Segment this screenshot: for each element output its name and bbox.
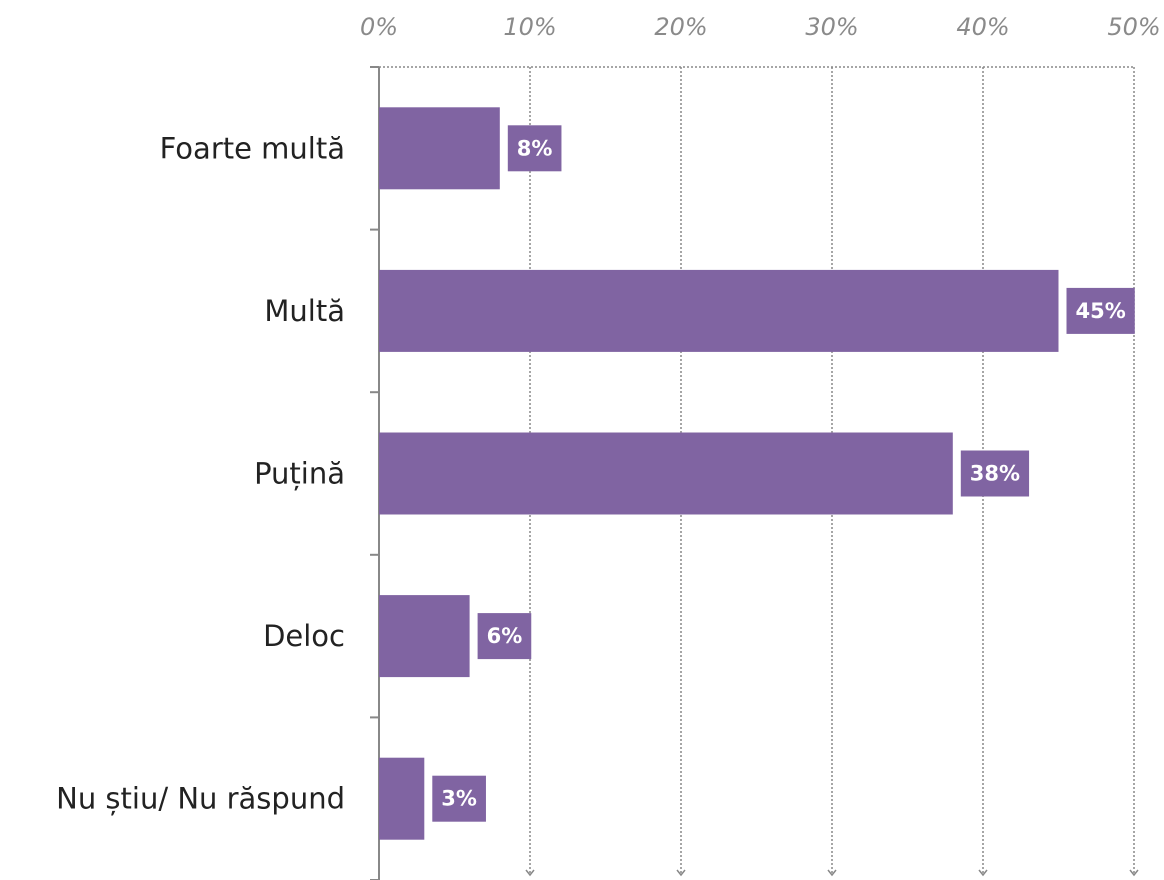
value-label: 45% <box>1076 299 1126 323</box>
x-tick-label: 10% <box>503 13 556 41</box>
value-label: 38% <box>970 462 1020 486</box>
category-label: Nu știu/ Nu răspund <box>56 782 345 816</box>
bar <box>379 107 500 190</box>
x-tick-label: 30% <box>805 13 858 41</box>
value-label-box <box>960 450 1030 497</box>
value-label-box <box>477 613 532 660</box>
category-label: Multă <box>264 294 345 328</box>
grid-arrow <box>978 869 988 877</box>
category-label: Deloc <box>263 619 345 653</box>
x-tick-label: 20% <box>654 13 707 41</box>
bar <box>379 757 425 840</box>
category-label: Puțină <box>254 457 345 491</box>
x-tick-label: 40% <box>956 13 1009 41</box>
bar <box>379 432 953 515</box>
value-label-box <box>432 775 486 822</box>
bar <box>379 595 470 678</box>
x-tick-label: 50% <box>1107 13 1160 41</box>
value-label-box <box>1066 287 1135 334</box>
category-label: Foarte multă <box>160 131 345 165</box>
bar <box>379 269 1059 352</box>
grid-arrow <box>827 869 837 877</box>
grid-arrow <box>676 869 686 877</box>
value-label: 8% <box>517 136 553 160</box>
x-tick-label: 0% <box>360 13 398 41</box>
grid-arrow <box>525 869 535 877</box>
value-label: 3% <box>441 787 477 811</box>
value-label-box <box>507 125 562 172</box>
grid-arrow <box>1129 869 1139 877</box>
value-label: 6% <box>487 624 523 648</box>
